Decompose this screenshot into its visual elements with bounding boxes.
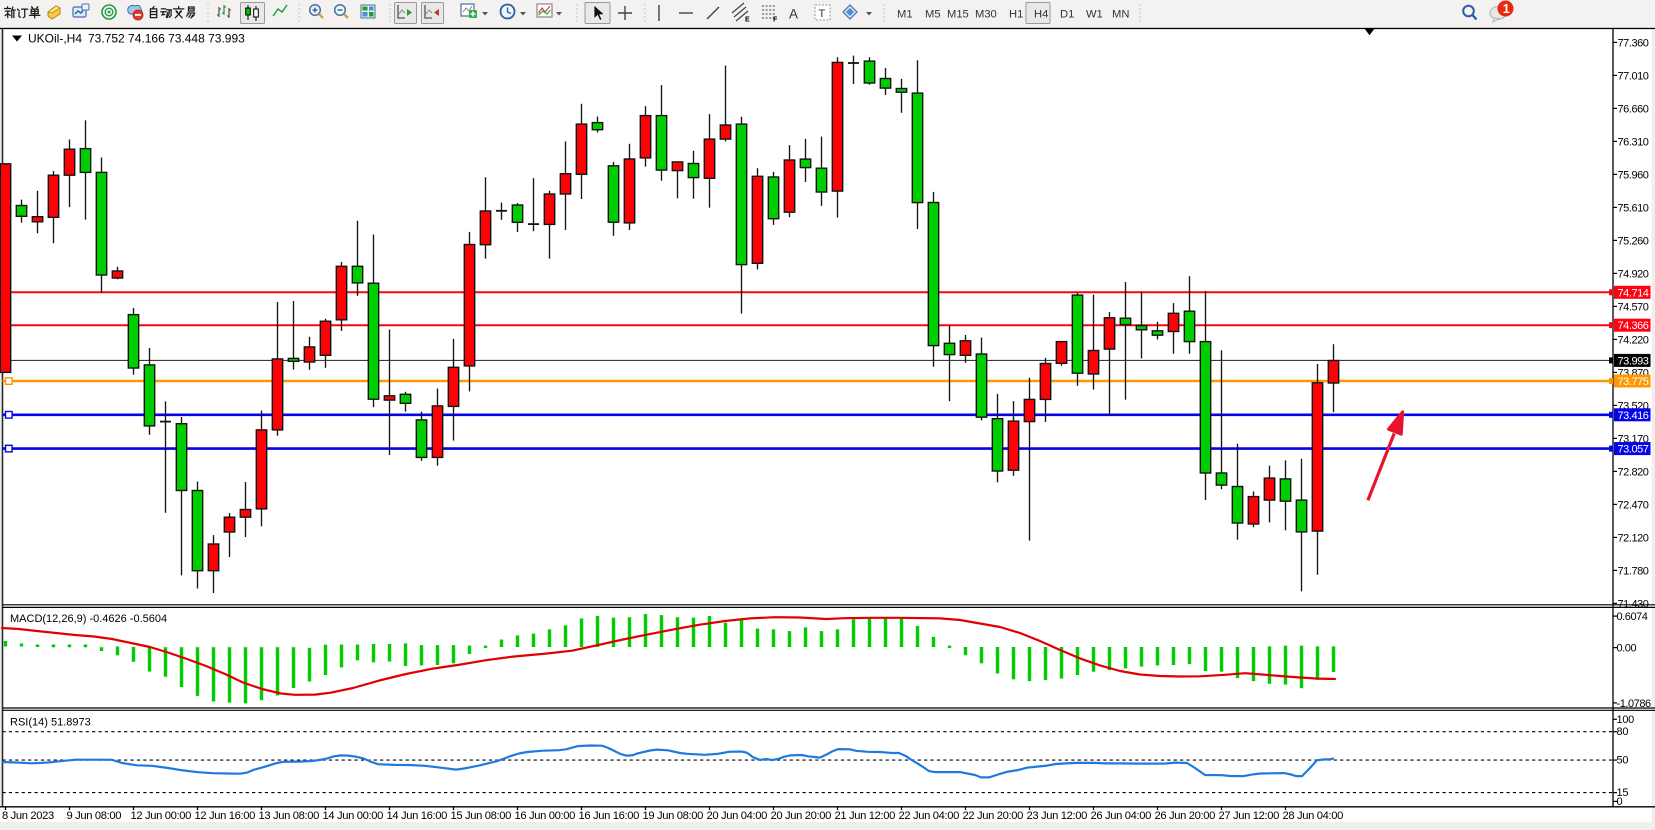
svg-text:21 Jun 12:00: 21 Jun 12:00 bbox=[835, 810, 896, 822]
svg-text:71.780: 71.780 bbox=[1618, 565, 1649, 577]
svg-text:1: 1 bbox=[1503, 2, 1510, 16]
svg-text:72.470: 72.470 bbox=[1618, 499, 1649, 511]
svg-text:77.010: 77.010 bbox=[1618, 70, 1649, 82]
svg-text:RSI(14) 51.8973: RSI(14) 51.8973 bbox=[10, 717, 91, 729]
svg-text:MACD(12,26,9) -0.4626 -0.5604: MACD(12,26,9) -0.4626 -0.5604 bbox=[10, 613, 167, 625]
svg-text:74.920: 74.920 bbox=[1618, 268, 1649, 280]
svg-text:M15: M15 bbox=[947, 9, 969, 21]
svg-text:75.260: 75.260 bbox=[1618, 235, 1649, 247]
svg-text:-1.0786: -1.0786 bbox=[1617, 698, 1651, 710]
svg-text:74.220: 74.220 bbox=[1618, 334, 1649, 346]
svg-text:W1: W1 bbox=[1086, 9, 1103, 21]
svg-text:22 Jun 04:00: 22 Jun 04:00 bbox=[899, 810, 960, 822]
svg-text:14 Jun 00:00: 14 Jun 00:00 bbox=[323, 810, 384, 822]
svg-text:26 Jun 04:00: 26 Jun 04:00 bbox=[1091, 810, 1152, 822]
svg-text:50: 50 bbox=[1617, 755, 1629, 767]
svg-text:H1: H1 bbox=[1009, 9, 1023, 21]
svg-text:T: T bbox=[819, 8, 826, 20]
svg-text:20 Jun 20:00: 20 Jun 20:00 bbox=[771, 810, 832, 822]
svg-text:9 Jun 08:00: 9 Jun 08:00 bbox=[67, 810, 122, 822]
svg-text:13 Jun 08:00: 13 Jun 08:00 bbox=[259, 810, 320, 822]
svg-text:73.057: 73.057 bbox=[1618, 444, 1649, 456]
svg-text:80: 80 bbox=[1617, 726, 1629, 738]
svg-text:71.430: 71.430 bbox=[1618, 598, 1649, 610]
svg-text:76.660: 76.660 bbox=[1618, 103, 1649, 115]
svg-text:0.6074: 0.6074 bbox=[1617, 611, 1648, 623]
svg-text:76.310: 76.310 bbox=[1618, 136, 1649, 148]
svg-text:26 Jun 20:00: 26 Jun 20:00 bbox=[1155, 810, 1216, 822]
svg-text:15: 15 bbox=[1617, 787, 1629, 799]
svg-text:12 Jun 16:00: 12 Jun 16:00 bbox=[195, 810, 256, 822]
svg-text:F: F bbox=[773, 17, 778, 24]
svg-text:75.960: 75.960 bbox=[1618, 169, 1649, 181]
svg-text:15 Jun 08:00: 15 Jun 08:00 bbox=[451, 810, 512, 822]
svg-text:19 Jun 08:00: 19 Jun 08:00 bbox=[643, 810, 704, 822]
svg-text:74.366: 74.366 bbox=[1618, 320, 1649, 332]
svg-text:75.610: 75.610 bbox=[1618, 202, 1649, 214]
svg-text:12 Jun 00:00: 12 Jun 00:00 bbox=[131, 810, 192, 822]
svg-text:20 Jun 04:00: 20 Jun 04:00 bbox=[707, 810, 768, 822]
svg-text:72.120: 72.120 bbox=[1618, 532, 1649, 544]
svg-text:72.820: 72.820 bbox=[1618, 466, 1649, 478]
svg-text:14 Jun 16:00: 14 Jun 16:00 bbox=[387, 810, 448, 822]
svg-text:27 Jun 12:00: 27 Jun 12:00 bbox=[1219, 810, 1280, 822]
svg-text:74.570: 74.570 bbox=[1618, 301, 1649, 313]
svg-text:73.993: 73.993 bbox=[1618, 355, 1649, 367]
svg-text:100: 100 bbox=[1617, 714, 1635, 726]
svg-text:8 Jun 2023: 8 Jun 2023 bbox=[2, 810, 54, 822]
svg-text:73.416: 73.416 bbox=[1618, 410, 1649, 422]
svg-text:74.714: 74.714 bbox=[1618, 287, 1649, 299]
svg-text:28 Jun 04:00: 28 Jun 04:00 bbox=[1283, 810, 1344, 822]
svg-text:M30: M30 bbox=[975, 9, 997, 21]
svg-text:E: E bbox=[745, 17, 750, 24]
svg-text:22 Jun 20:00: 22 Jun 20:00 bbox=[963, 810, 1024, 822]
svg-text:23 Jun 12:00: 23 Jun 12:00 bbox=[1027, 810, 1088, 822]
svg-text:73.775: 73.775 bbox=[1618, 376, 1649, 388]
svg-text:16 Jun 00:00: 16 Jun 00:00 bbox=[515, 810, 576, 822]
svg-text:16 Jun 16:00: 16 Jun 16:00 bbox=[579, 810, 640, 822]
svg-text:77.360: 77.360 bbox=[1618, 37, 1649, 49]
svg-text:M1: M1 bbox=[897, 9, 913, 21]
svg-text:73.752 74.166 73.448 73.993: 73.752 74.166 73.448 73.993 bbox=[88, 32, 245, 46]
svg-text:MN: MN bbox=[1112, 9, 1129, 21]
svg-text:0.00: 0.00 bbox=[1617, 643, 1637, 655]
svg-text:M5: M5 bbox=[925, 9, 941, 21]
svg-text:0: 0 bbox=[1617, 796, 1623, 808]
svg-text:UKOil-,H4: UKOil-,H4 bbox=[28, 32, 82, 46]
svg-text:H4: H4 bbox=[1034, 9, 1048, 21]
svg-text:A: A bbox=[789, 7, 798, 22]
svg-text:D1: D1 bbox=[1060, 9, 1074, 21]
